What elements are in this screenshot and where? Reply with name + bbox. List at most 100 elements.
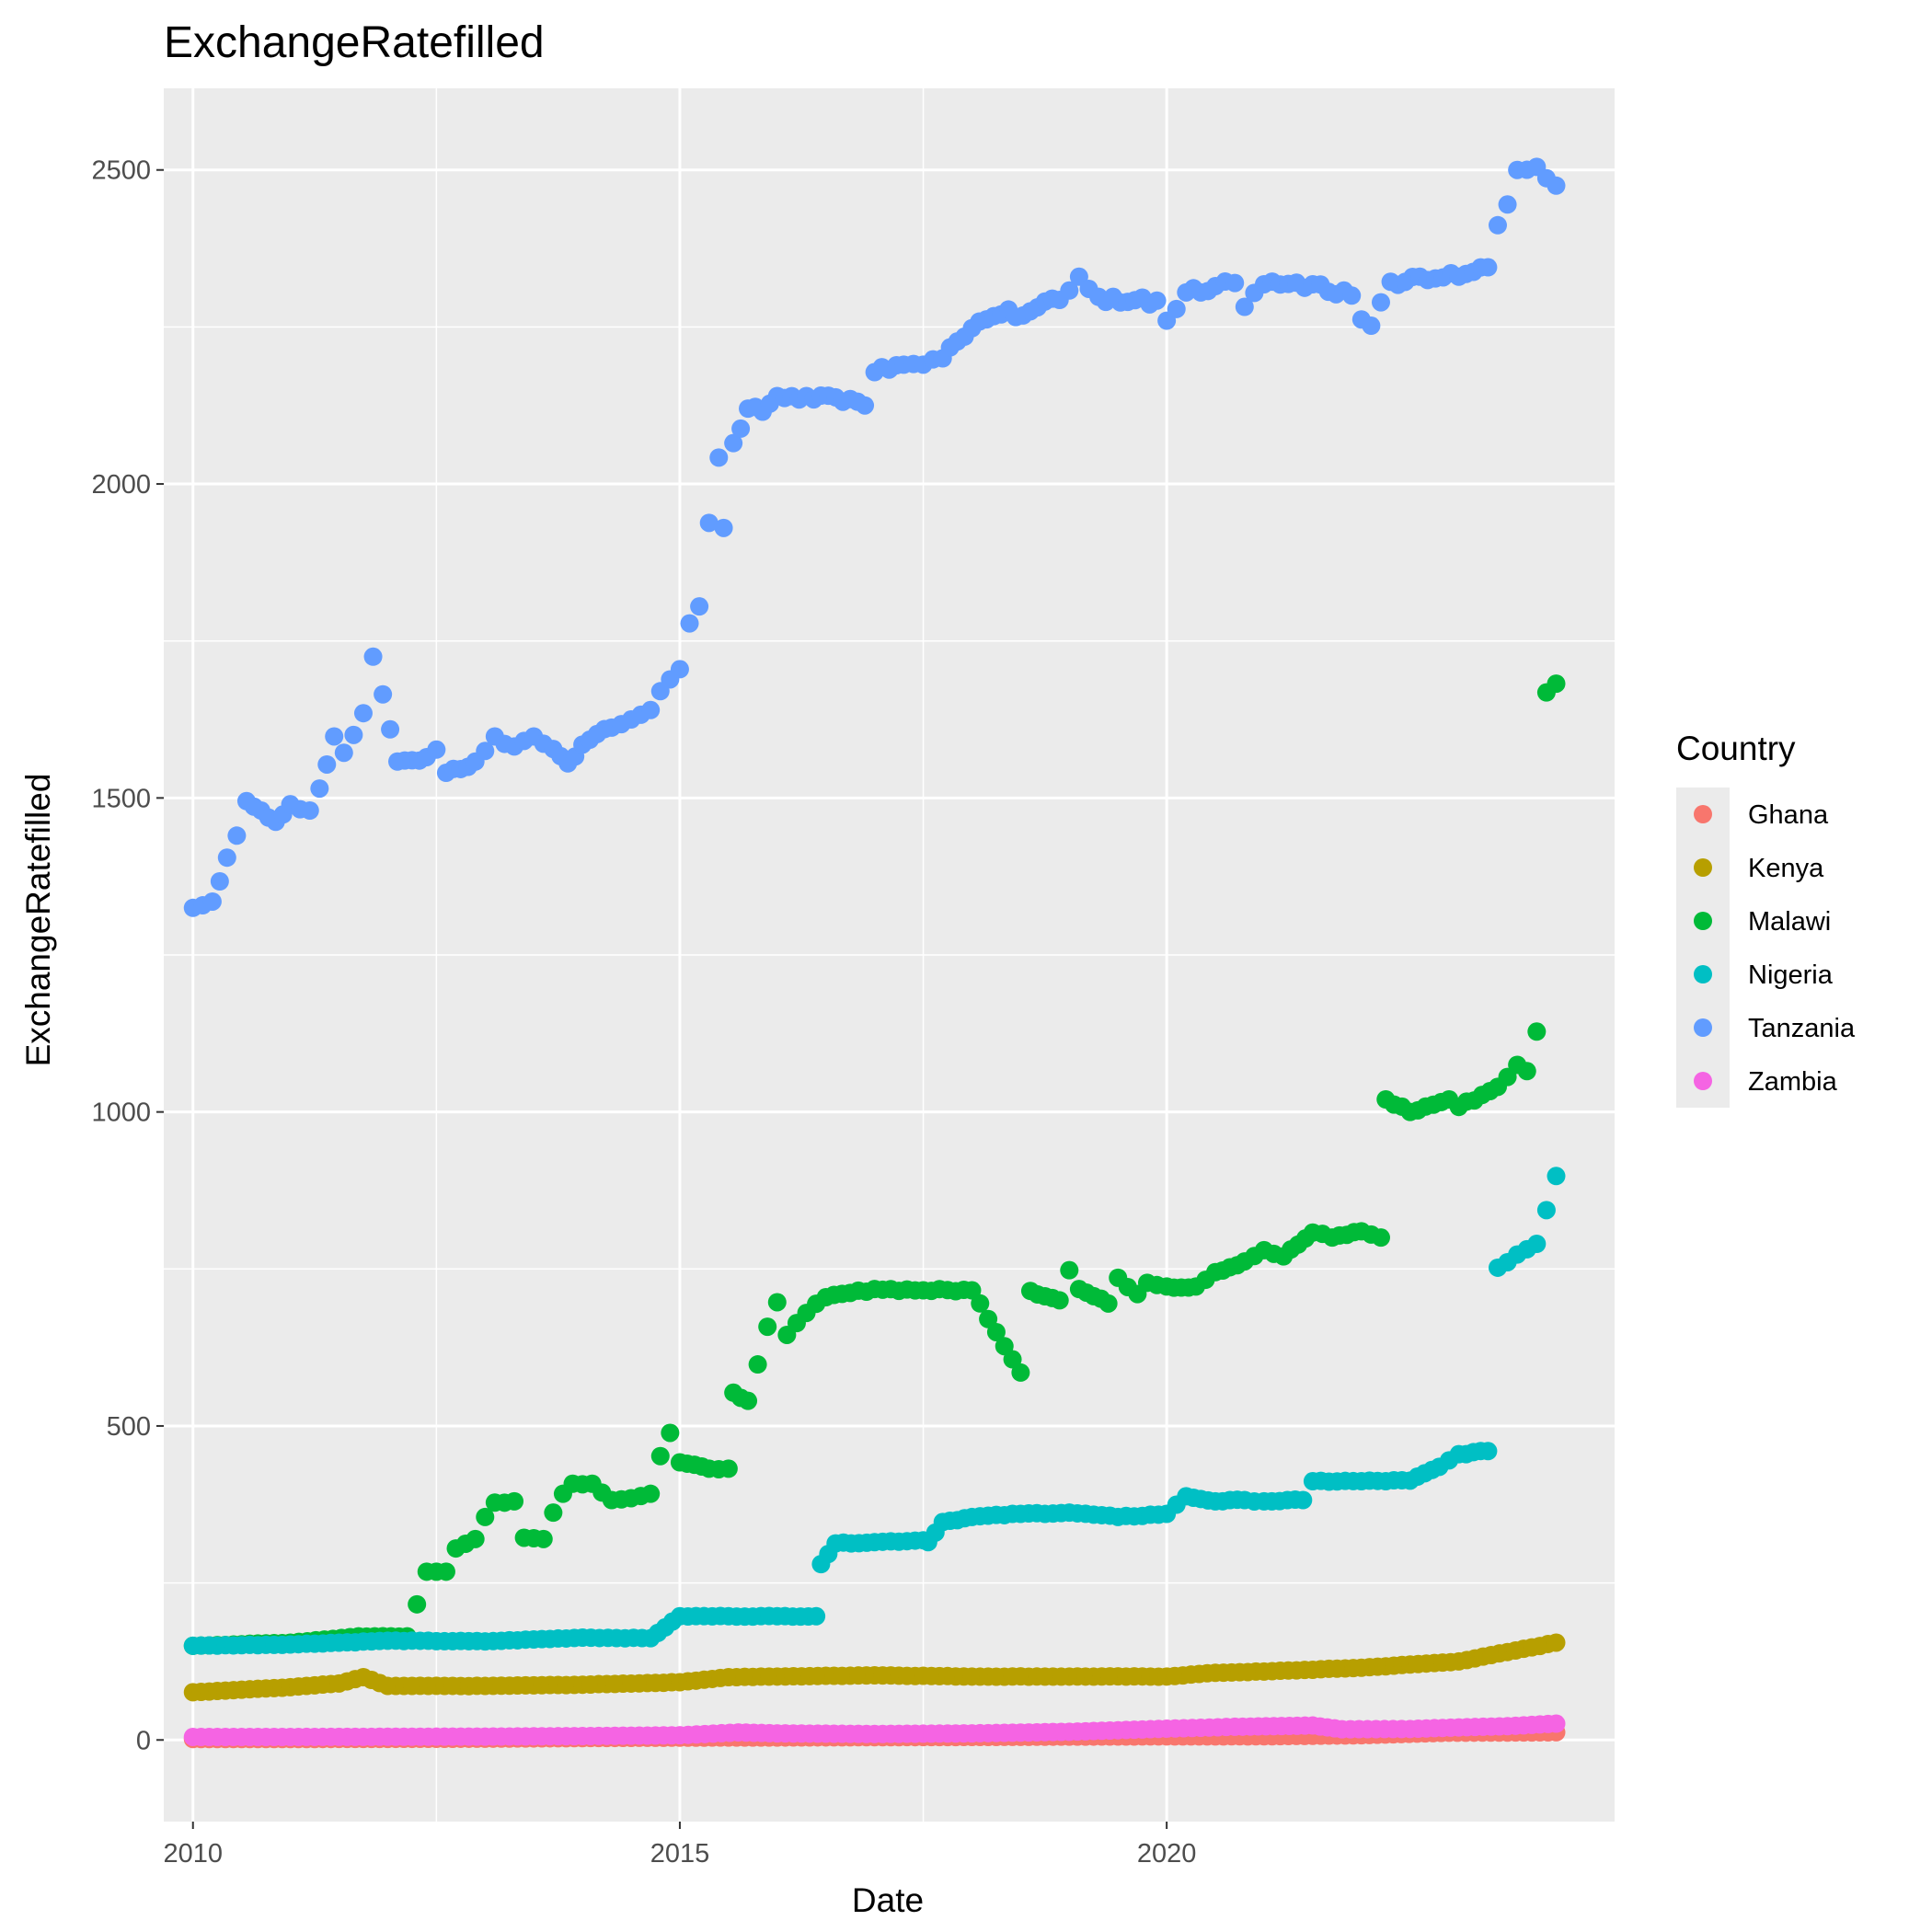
legend-key-kenya <box>1694 858 1712 877</box>
data-point <box>1371 1228 1390 1248</box>
data-point <box>1294 1490 1313 1510</box>
data-point <box>1060 1260 1079 1280</box>
data-points <box>183 157 1566 1749</box>
data-point <box>476 742 495 761</box>
data-point <box>1488 215 1507 235</box>
data-point <box>300 801 319 820</box>
data-point <box>353 704 373 723</box>
data-point <box>317 754 337 774</box>
legend-label-malawi: Malawi <box>1748 907 1831 937</box>
legend-label-tanzania: Tanzania <box>1748 1014 1856 1043</box>
legend-key-background <box>1676 788 1730 1108</box>
data-point <box>381 719 400 739</box>
data-point <box>641 1484 661 1503</box>
series-tanzania <box>183 157 1566 917</box>
data-point <box>1362 316 1381 336</box>
x-axis-title: Date <box>852 1881 924 1919</box>
data-point <box>363 647 383 666</box>
data-point <box>1527 1235 1547 1253</box>
data-point <box>1478 258 1498 277</box>
data-point <box>202 891 222 911</box>
data-point <box>374 684 393 704</box>
y-axis-title: ExchangeRatefilled <box>19 774 57 1067</box>
x-tick-label: 2010 <box>163 1839 223 1869</box>
data-point <box>1517 1062 1536 1081</box>
data-point <box>1478 1442 1498 1461</box>
data-point <box>436 1562 455 1581</box>
data-point <box>661 1423 680 1443</box>
data-point <box>534 1529 553 1548</box>
y-axis-ticks: 0 500 1000 1500 2000 2500 <box>91 156 164 1755</box>
series-zambia <box>183 1714 1566 1747</box>
data-point <box>310 779 329 799</box>
legend-label-zambia: Zambia <box>1748 1067 1838 1097</box>
data-point <box>680 614 699 633</box>
legend-label-kenya: Kenya <box>1748 854 1824 883</box>
series-kenya <box>183 1633 1566 1702</box>
x-tick-label: 2020 <box>1137 1839 1197 1869</box>
data-point <box>641 700 661 719</box>
data-point <box>1498 195 1517 214</box>
data-point <box>807 1606 826 1626</box>
data-point <box>986 1322 1006 1341</box>
data-point <box>690 597 709 616</box>
y-tick-label: 2000 <box>91 470 151 500</box>
data-point <box>1147 291 1167 310</box>
legend-key-malawi <box>1694 912 1712 930</box>
data-point <box>995 1337 1014 1356</box>
data-point <box>505 1491 524 1511</box>
data-point <box>748 1355 767 1374</box>
data-point <box>466 1529 485 1548</box>
data-point <box>719 1459 738 1478</box>
data-point <box>334 743 353 763</box>
data-point <box>1060 281 1079 300</box>
data-point <box>731 419 751 438</box>
legend-key-tanzania <box>1694 1018 1712 1037</box>
data-point <box>962 1281 982 1300</box>
legend-key-ghana <box>1694 805 1712 823</box>
chart-title: ExchangeRatefilled <box>164 18 545 67</box>
y-tick-label: 1500 <box>91 784 151 813</box>
data-point <box>1547 1714 1566 1733</box>
data-point <box>1011 1363 1030 1382</box>
data-point <box>1371 293 1390 312</box>
y-tick-label: 2500 <box>91 156 151 186</box>
legend-items: Ghana Kenya Malawi Nigeria Tanzania Zambia <box>1676 788 1856 1108</box>
x-tick-label: 2015 <box>650 1839 710 1869</box>
data-point <box>1167 299 1186 318</box>
data-point <box>408 1594 427 1614</box>
y-tick-label: 1000 <box>91 1098 151 1128</box>
data-point <box>1098 1294 1118 1313</box>
data-point <box>1536 1201 1556 1220</box>
data-point <box>767 1293 787 1312</box>
data-point <box>217 848 236 868</box>
data-point <box>758 1317 777 1337</box>
data-point <box>1547 1633 1566 1652</box>
legend-label-nigeria: Nigeria <box>1748 960 1834 990</box>
legend: Country Ghana Kenya Malawi Nigeria Tanzania Z… <box>1676 730 1856 1108</box>
data-point <box>1547 674 1566 694</box>
data-point <box>1003 1350 1022 1369</box>
x-axis-ticks: 2010 2015 2020 <box>163 1822 1196 1869</box>
data-point <box>739 1391 758 1410</box>
data-point <box>709 448 729 467</box>
legend-key-zambia <box>1694 1072 1712 1090</box>
y-tick-label: 500 <box>107 1412 151 1442</box>
data-point <box>856 396 875 415</box>
data-point <box>427 740 446 759</box>
data-point <box>1527 1022 1547 1041</box>
data-point <box>699 513 719 533</box>
data-point <box>670 660 689 679</box>
data-point <box>1342 286 1362 305</box>
series-nigeria <box>183 1167 1566 1655</box>
data-point <box>650 1446 670 1466</box>
data-point <box>1225 273 1245 293</box>
data-point <box>1547 1167 1566 1186</box>
data-point <box>1547 176 1566 195</box>
data-point <box>344 725 363 744</box>
data-point <box>714 518 733 537</box>
data-point <box>210 872 229 891</box>
data-point <box>971 1294 990 1313</box>
data-point <box>227 826 247 845</box>
